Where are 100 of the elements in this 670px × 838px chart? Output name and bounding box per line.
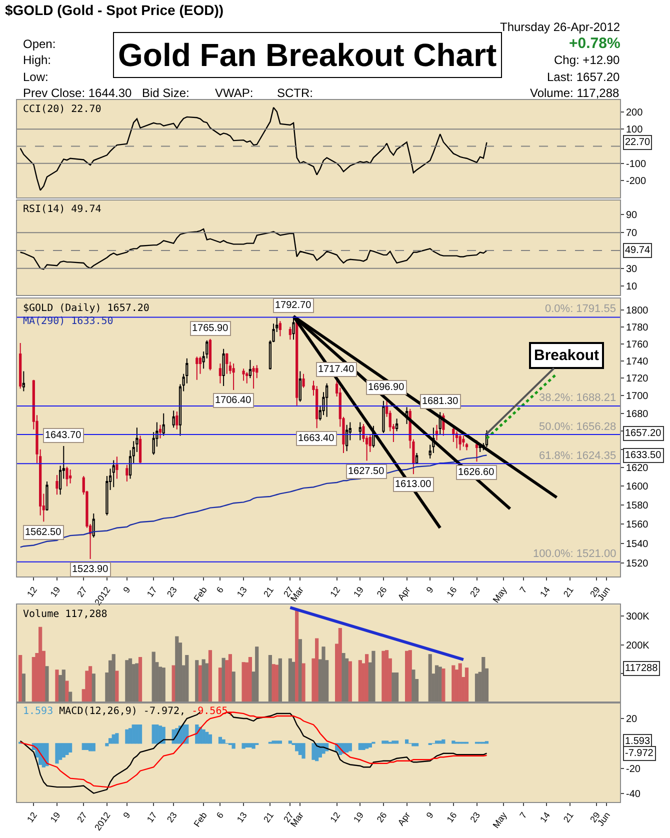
annotation: Breakout (534, 347, 600, 364)
text: Thursday 26-Apr-2012 (500, 20, 620, 34)
text: $GOLD (Gold - Spot Price (EOD)) (5, 2, 224, 18)
y-tick-label: 1740 (626, 356, 649, 368)
annotation: Bid Size: (142, 86, 190, 100)
x-tick-label: 13 (234, 810, 249, 824)
x-tick-label: 23 (468, 584, 482, 599)
x-tick-label: 9 (424, 810, 436, 820)
annotation: 1562.50 (25, 527, 62, 538)
x-tick-label: 14 (538, 584, 552, 599)
text: +0.78% (569, 35, 620, 52)
y-tick-label: 1580 (626, 500, 649, 512)
text: Last: 1657.20 (547, 70, 620, 84)
x-tick-label: 16 (444, 810, 459, 824)
annotation: Prev Close: 1644.30 (23, 86, 132, 100)
x-tick-label: 19 (352, 584, 366, 599)
x-tick-label: 23 (164, 810, 179, 824)
text: CCI(20) 22.70 (23, 104, 102, 115)
annotation: SCTR: (277, 86, 313, 100)
ref-line-label: 0.0%: 1791.55 (545, 303, 616, 315)
x-tick-label: 14 (538, 810, 552, 824)
x-tick-label: 9 (121, 584, 132, 595)
x-tick-label: 21 (262, 810, 276, 824)
annotation: 1792.70 (275, 300, 312, 311)
annotation: 1627.50 (348, 466, 385, 477)
annotation: 1663.40 (298, 433, 335, 444)
text: 49.74 (625, 245, 650, 256)
text: -7.972 (625, 748, 654, 759)
x-tick-label: 17 (144, 584, 159, 599)
x-tick-label: 9 (121, 810, 132, 820)
y-tick-label: 1520 (626, 558, 649, 570)
x-tick-label: 26 (374, 810, 389, 824)
y-tick-label: 1620 (626, 463, 649, 474)
x-tick-label: 12 (25, 810, 39, 824)
x-tick-label: Apr (396, 810, 412, 828)
y-tick-label: 90 (626, 210, 638, 222)
annotation: 1765.90 (192, 323, 229, 334)
y-tick-label: 70 (626, 228, 638, 240)
y-tick-label: 1780 (626, 322, 649, 334)
y-tick-label: 1800 (626, 306, 649, 317)
y-tick-label: 200 (626, 107, 644, 118)
x-tick-label: 26 (374, 584, 389, 599)
y-tick-label: -20 (626, 764, 641, 775)
text: Chg: +12.90 (554, 53, 620, 67)
text: 1657.20 (625, 428, 662, 439)
x-tick-label: 7 (518, 584, 529, 595)
annotation: 1613.00 (395, 479, 432, 490)
text: Low: (23, 70, 48, 84)
annotation: 1706.40 (215, 395, 252, 406)
x-tick-label: 19 (48, 584, 62, 599)
y-tick-label: -100 (626, 158, 646, 170)
text: 1633.50 (625, 450, 662, 461)
text: RSI(14) 49.74 (23, 204, 102, 215)
x-tick-label: 27 (75, 810, 89, 824)
x-tick-label: 6 (214, 810, 226, 820)
text: High: (23, 53, 52, 67)
x-tick-label: 21 (561, 810, 576, 824)
text: $GOLD (Daily) 1657.20 (23, 303, 150, 314)
y-tick-label: 30 (626, 264, 638, 275)
x-tick-label: 23 (468, 810, 482, 824)
annotation: 1643.70 (45, 430, 82, 441)
y-tick-label: 20 (626, 714, 638, 726)
x-tick-label: Feb (192, 584, 209, 604)
x-tick-label: 23 (164, 584, 179, 599)
annotation: 1681.30 (422, 396, 459, 407)
x-tick-label: 9 (424, 584, 436, 595)
annotation: 1717.40 (318, 364, 355, 375)
y-tick-label: 1680 (626, 408, 649, 420)
ref-line-label: 100.0%: 1521.00 (533, 548, 616, 560)
x-tick-label: 7 (518, 810, 529, 820)
text: 1.593 (625, 736, 650, 747)
series-label: MACD(12,26,9) -7.972, (59, 706, 186, 717)
x-tick-label: 12 (328, 810, 342, 824)
y-tick-label: 1720 (626, 374, 649, 385)
series-label: Volume 117,288 (23, 609, 108, 620)
annotation: Volume: 117,288 (530, 86, 620, 100)
x-tick-label: 17 (144, 810, 159, 824)
x-tick-label: 12 (328, 584, 342, 599)
y-tick-label: 1600 (626, 482, 649, 493)
x-tick-label: 12 (25, 584, 39, 599)
text: 117288 (625, 663, 658, 674)
series-label: -9.565, (192, 706, 234, 717)
x-tick-label: 21 (561, 584, 576, 599)
y-tick-label: 300K (626, 612, 650, 623)
annotation: VWAP: (215, 86, 254, 100)
ref-line-label: 38.2%: 1688.21 (539, 392, 616, 404)
ref-line-label: 61.8%: 1624.35 (539, 450, 616, 462)
ref-line-label: 50.0%: 1656.28 (539, 421, 616, 433)
x-tick-label: 19 (48, 810, 62, 824)
chart-title: Gold Fan Breakout Chart (118, 37, 498, 73)
y-tick-label: 1560 (626, 520, 649, 531)
x-tick-label: 19 (352, 810, 366, 824)
text: 22.70 (625, 137, 650, 148)
y-tick-label: -40 (626, 788, 641, 800)
x-tick-label: 13 (234, 584, 249, 599)
y-tick-label: 1700 (626, 391, 649, 402)
annotation: 1626.60 (458, 467, 495, 478)
y-tick-label: -200 (626, 176, 646, 187)
x-tick-label: 27 (75, 584, 89, 599)
x-tick-label: 16 (444, 584, 459, 599)
